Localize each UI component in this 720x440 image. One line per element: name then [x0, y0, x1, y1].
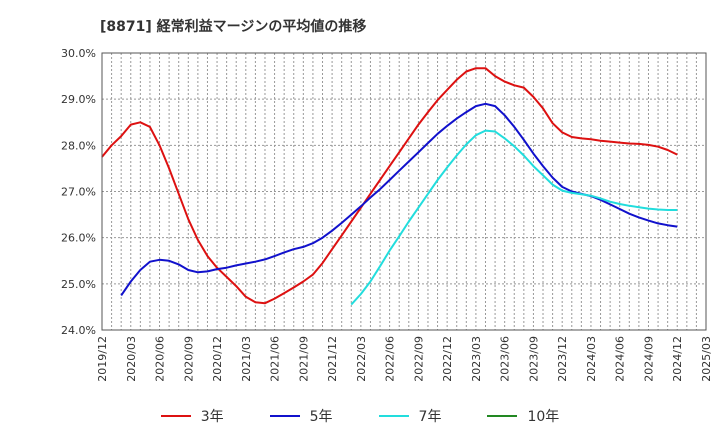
y-tick-label: 29.0%	[61, 93, 96, 106]
legend-label-5y: 5年	[309, 409, 333, 425]
y-tick-label: 24.0%	[61, 324, 96, 337]
x-tick-label: 2019/12	[96, 336, 109, 382]
x-tick-label: 2024/03	[585, 336, 598, 382]
x-tick-label: 2023/06	[499, 336, 512, 382]
legend-label-3y: 3年	[200, 409, 224, 425]
y-axis-ticks: 24.0% 25.0% 26.0% 27.0% 28.0% 29.0% 30.0%	[61, 47, 96, 337]
series-line-3	[350, 129, 678, 306]
legend-swatch-7y	[378, 415, 409, 417]
legend-swatch-3y	[160, 415, 191, 417]
x-tick-label: 2022/03	[355, 336, 368, 382]
series-line-1	[101, 67, 678, 305]
x-tick-label: 2020/09	[182, 336, 195, 382]
x-tick-label: 2022/12	[441, 336, 454, 382]
x-tick-label: 2022/09	[412, 336, 425, 382]
legend-item-5y: 5年	[269, 406, 333, 426]
x-tick-label: 2024/12	[671, 336, 684, 382]
x-tick-label: 2021/03	[240, 336, 253, 382]
x-tick-label: 2020/12	[211, 336, 224, 382]
y-tick-label: 28.0%	[61, 139, 96, 152]
legend-item-7y: 7年	[378, 406, 442, 426]
x-axis-ticks: 2019/12 2020/03 2020/06 2020/09 2020/12 2021/…	[96, 336, 713, 382]
legend-label-7y: 7年	[418, 409, 442, 425]
y-tick-label: 25.0%	[61, 278, 96, 291]
legend-item-10y: 10年	[487, 406, 559, 426]
x-tick-label: 2020/06	[154, 336, 167, 382]
y-tick-label: 30.0%	[61, 47, 96, 60]
y-tick-label: 27.0%	[61, 186, 96, 199]
x-tick-label: 2023/03	[470, 336, 483, 382]
legend-label-10y: 10年	[527, 409, 560, 425]
x-tick-label: 2021/09	[297, 336, 310, 382]
x-tick-label: 2025/03	[700, 336, 713, 382]
x-tick-label: 2024/09	[642, 336, 655, 382]
y-tick-label: 26.0%	[61, 232, 96, 245]
x-tick-label: 2023/12	[556, 336, 569, 382]
plot-frame	[101, 52, 707, 331]
legend-item-3y: 3年	[160, 406, 224, 426]
chart-title: [8871] 経常利益マージンの平均値の推移	[100, 19, 367, 35]
legend: 3年 5年 7年 10年	[0, 404, 720, 428]
x-tick-label: 2023/09	[527, 336, 540, 382]
x-tick-label: 2022/06	[384, 336, 397, 382]
x-tick-label: 2024/06	[614, 336, 627, 382]
series-lines	[101, 67, 678, 306]
x-tick-label: 2021/06	[269, 336, 282, 382]
x-tick-label: 2021/12	[326, 336, 339, 382]
x-tick-label: 2020/03	[125, 336, 138, 382]
legend-swatch-5y	[269, 415, 300, 417]
legend-swatch-10y	[487, 415, 518, 417]
